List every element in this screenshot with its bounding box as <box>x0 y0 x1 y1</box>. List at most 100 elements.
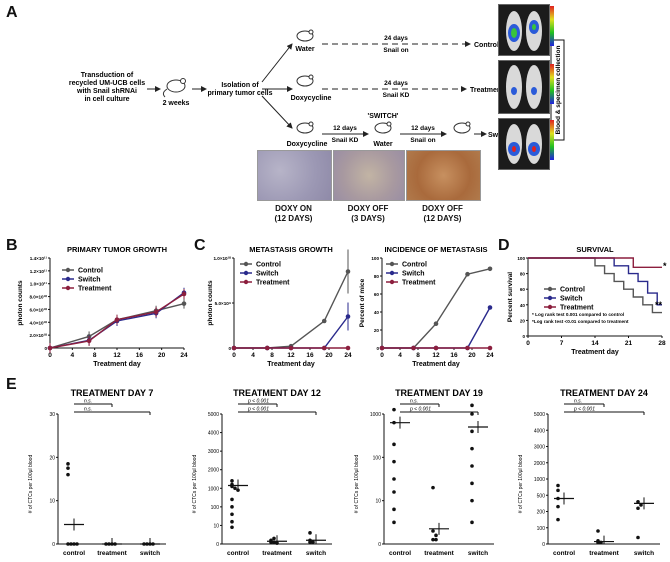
data-point <box>392 520 396 525</box>
data-point <box>272 536 276 541</box>
switch-label: 'SWITCH' <box>368 113 399 120</box>
x-axis-label: Treatment day <box>267 361 315 368</box>
data-point <box>72 542 76 546</box>
legend-marker <box>243 261 249 267</box>
data-point <box>311 540 315 544</box>
panel-letter-e: E <box>6 376 17 393</box>
y-tick-label: 100 <box>211 505 220 511</box>
series-line-switch <box>528 257 662 306</box>
chart-title: TREATMENT DAY 19 <box>395 388 483 398</box>
data-point <box>230 519 234 524</box>
mouse-imaging-switch <box>498 118 550 170</box>
data-point <box>556 504 560 509</box>
data-point <box>230 479 234 483</box>
y-axis-label: # of CTCs per 100µl blood <box>28 455 34 514</box>
y-tick-label: 5000 <box>208 412 219 418</box>
x-tick-label: 16 <box>306 352 314 359</box>
chart-metastasis-growth: METASTASIS GROWTH 0 4 8 12 16 20 24 0 5.0×10⁹ 1.0×… <box>207 245 352 368</box>
sig-label: n.s. <box>410 399 418 405</box>
branch1-days: 24 days <box>384 35 408 42</box>
legend-marker <box>65 285 71 291</box>
branch1-outcome: Control <box>474 42 499 49</box>
legend-label: Control <box>560 287 585 294</box>
x-tick-label: 12 <box>432 352 440 359</box>
category-label: control <box>227 550 249 557</box>
chart-treatment-day-24: TREATMENT DAY 24 0 100 200 500 1000 2000 3000 40… <box>518 388 660 557</box>
data-point-control <box>181 301 187 306</box>
legend-label: Treatment <box>560 305 594 312</box>
y-tick-label: 4000 <box>208 431 219 437</box>
y-tick-label: 60 <box>374 292 380 297</box>
mouse-icon <box>374 121 392 134</box>
chart-incidence-metastasis: INCIDENCE OF METASTASIS 0 4 8 12 16 20 24 0 20 40 6… <box>359 245 494 368</box>
category-label: treatment <box>589 550 619 557</box>
sig-label: p < 0.001 <box>247 407 269 413</box>
x-tick-label: 28 <box>658 340 666 347</box>
data-point <box>392 459 396 464</box>
y-tick-label: 5.0×10⁹ <box>215 301 231 306</box>
x-tick-label: 20 <box>158 352 166 359</box>
y-tick-label: 500 <box>537 493 546 499</box>
data-point <box>392 507 396 512</box>
mouse-icon <box>453 121 471 134</box>
x-tick-label: 24 <box>344 352 352 359</box>
data-point-treatment <box>379 345 385 351</box>
y-tick-label: 200 <box>537 510 546 516</box>
chart-title: METASTASIS GROWTH <box>249 245 332 254</box>
x-tick-label: 7 <box>560 340 564 347</box>
legend-label: Switch <box>78 277 101 284</box>
mouse-imaging-treatment <box>498 60 550 114</box>
data-point-treatment <box>181 291 187 297</box>
legend-marker <box>547 295 553 301</box>
side-box-label: Blood & specimen collection <box>555 46 562 135</box>
data-point <box>66 542 70 546</box>
legend-marker <box>547 286 553 292</box>
data-point <box>431 537 435 542</box>
legend-label: Control <box>78 268 103 275</box>
colorbar-control <box>550 6 554 46</box>
x-tick-label: 21 <box>625 340 633 347</box>
x-tick-label: 24 <box>180 352 188 359</box>
data-point <box>556 488 560 493</box>
data-point <box>434 533 438 538</box>
legend-marker <box>243 279 249 285</box>
legend-label: Control <box>402 262 427 269</box>
data-point-treatment <box>321 345 327 351</box>
micro-label-2-line2: (3 DAYS) <box>351 214 385 223</box>
x-tick-label: 8 <box>416 352 420 359</box>
category-label: switch <box>468 550 488 557</box>
y-tick-label: 1000 <box>208 486 219 492</box>
legend-label: Control <box>256 262 281 269</box>
panel-letter-c: C <box>194 237 206 254</box>
data-point-control <box>487 266 493 272</box>
y-tick-label: 10 <box>375 499 381 505</box>
y-tick-label: 0 <box>44 346 47 351</box>
y-tick-label: 3000 <box>534 445 545 451</box>
legend-label: Switch <box>256 271 279 278</box>
y-tick-label: 0 <box>228 346 231 351</box>
y-tick-label: 1000 <box>534 477 545 483</box>
chart-title: PRIMARY TUMOR GROWTH <box>67 245 167 254</box>
category-label: control <box>63 550 85 557</box>
y-tick-label: 20 <box>374 328 380 333</box>
data-point-treatment <box>433 345 439 351</box>
data-point <box>69 542 73 546</box>
data-point <box>470 520 474 525</box>
branch3-days: 12 days <box>333 125 357 132</box>
x-tick-label: 16 <box>136 352 144 359</box>
y-tick-label: 100 <box>517 256 525 261</box>
series-line-control <box>234 271 349 349</box>
legend-marker <box>547 304 553 310</box>
category-label: treatment <box>97 550 127 557</box>
data-point <box>431 485 435 490</box>
data-point <box>308 531 312 535</box>
y-tick-label: 10 <box>213 523 219 529</box>
chart-treatment-day-12: TREATMENT DAY 12 0 10 100 1000 2000 3000 4000 50… <box>192 388 332 557</box>
y-tick-label: 1.4×10¹¹ <box>30 256 48 261</box>
category-label: switch <box>634 550 654 557</box>
branch-arrow-control <box>261 43 293 83</box>
data-point <box>392 442 396 447</box>
branch3-condition2: Snail on <box>410 137 435 144</box>
data-point-treatment <box>345 345 351 351</box>
data-point <box>636 499 640 504</box>
